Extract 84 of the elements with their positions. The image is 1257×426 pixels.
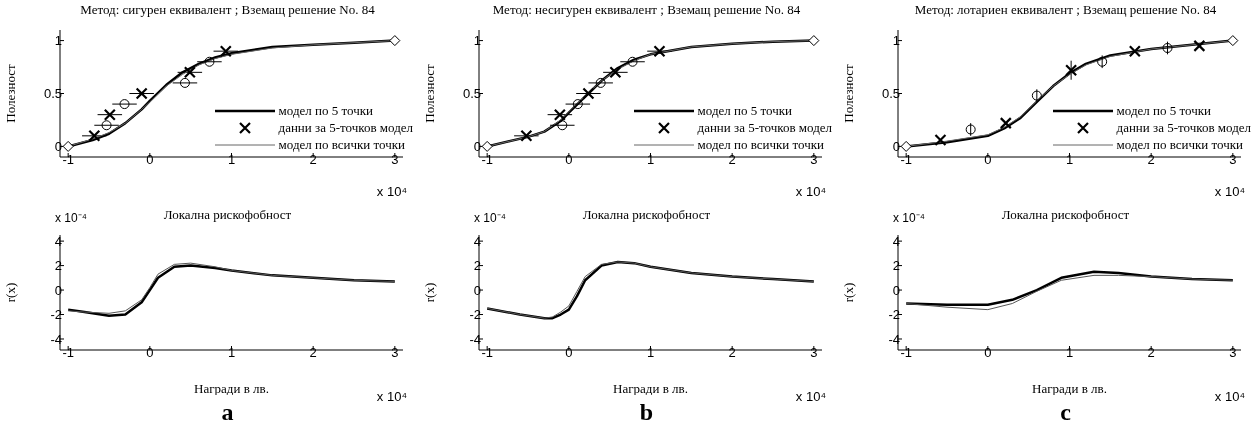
- y-tick-label: 2: [473, 258, 481, 274]
- y-tick-label: -2: [469, 307, 481, 323]
- x-tick-label: -1: [62, 152, 74, 168]
- x-tick-label: -1: [481, 345, 493, 361]
- legend-label: модел по 5 точки: [697, 102, 792, 119]
- y-tick-label: 0: [54, 139, 62, 155]
- x-tick-label: 0: [146, 345, 154, 361]
- y-tick-label: -2: [50, 307, 62, 323]
- y-axis-title: Полезност: [421, 63, 437, 123]
- y-tick-label: 2: [54, 258, 62, 274]
- x-tick-label: 3: [391, 152, 399, 168]
- legend-label: модел по всички точки: [697, 136, 825, 153]
- chart-title: Локална рискофобност: [1001, 207, 1130, 222]
- text: x 10⁴: [1214, 184, 1245, 199]
- chart-title: Метод: несигурен еквивалент ; Вземащ решение No. 84: [491, 2, 802, 18]
- y-tick-label: -4: [50, 331, 62, 347]
- y-tick-label: 0: [473, 282, 481, 298]
- x-tick-label: 3: [810, 152, 818, 168]
- y-tick-label: 1: [892, 33, 900, 49]
- x-tick-label: 0: [565, 345, 573, 361]
- text: x 10⁴: [795, 184, 826, 199]
- text: x 10⁴: [795, 389, 826, 404]
- y-tick-label: 4: [473, 233, 481, 249]
- legend-label: данни за 5-точков модел: [1116, 119, 1251, 136]
- text: a: [221, 399, 234, 425]
- y-tick-label: 0: [473, 139, 481, 155]
- legend-label: данни за 5-точков модел: [278, 119, 413, 136]
- text: x 10⁴: [376, 389, 407, 404]
- text: x 10⁻⁴: [893, 210, 925, 226]
- y-axis-title: r(x): [421, 282, 437, 303]
- x-axis-title: Награди в лв.: [1032, 381, 1107, 396]
- text: x 10⁴: [1214, 389, 1245, 404]
- legend-label: модел по всички точки: [278, 136, 406, 153]
- text: x 10⁻⁴: [474, 210, 506, 226]
- y-tick-label: 0.5: [462, 86, 481, 102]
- y-tick-label: 4: [54, 233, 62, 249]
- chart-title: Локална рискофобност: [582, 207, 711, 222]
- x-tick-label: 0: [984, 345, 992, 361]
- y-tick-label: 1: [473, 33, 481, 49]
- x-tick-label: 2: [1147, 152, 1155, 168]
- chart-title: Метод: сигурен еквивалент ; Вземащ решение No. 84: [79, 2, 376, 18]
- y-tick-label: 0: [54, 282, 62, 298]
- x-tick-label: -1: [900, 152, 912, 168]
- y-tick-label: -4: [888, 331, 900, 347]
- x-tick-label: 0: [565, 152, 573, 168]
- legend-label: данни за 5-точков модел: [697, 119, 832, 136]
- text: b: [639, 399, 654, 425]
- x-tick-label: 0: [146, 152, 154, 168]
- y-axis-title: r(x): [2, 282, 18, 303]
- y-tick-label: -4: [469, 331, 481, 347]
- y-tick-label: 4: [892, 233, 900, 249]
- x-tick-label: 3: [1229, 345, 1237, 361]
- legend-label: модел по 5 точки: [1116, 102, 1211, 119]
- x-tick-label: 2: [728, 152, 736, 168]
- x-tick-label: 3: [1229, 152, 1237, 168]
- x-tick-label: 2: [309, 345, 317, 361]
- legend-label: модел по 5 точки: [278, 102, 373, 119]
- x-tick-label: 2: [1147, 345, 1155, 361]
- y-tick-label: 0.5: [881, 86, 900, 102]
- x-tick-label: 3: [391, 345, 399, 361]
- x-axis-title: Награди в лв.: [194, 381, 269, 396]
- x-tick-label: -1: [481, 152, 493, 168]
- legend-label: модел по всички точки: [1116, 136, 1244, 153]
- y-tick-label: 0: [892, 282, 900, 298]
- text: c: [1060, 399, 1071, 425]
- x-tick-label: -1: [62, 345, 74, 361]
- y-tick-label: 0.5: [43, 86, 62, 102]
- x-tick-label: 0: [984, 152, 992, 168]
- text: x 10⁻⁴: [55, 210, 87, 226]
- x-tick-label: 3: [810, 345, 818, 361]
- text: x 10⁴: [376, 184, 407, 199]
- x-tick-label: -1: [900, 345, 912, 361]
- y-tick-label: -2: [888, 307, 900, 323]
- y-axis-title: Полезност: [2, 63, 18, 123]
- chart-title: Локална рискофобност: [163, 207, 292, 222]
- chart-title: Метод: лотариен еквивалент ; Вземащ решение No. 84: [913, 2, 1218, 18]
- x-axis-title: Награди в лв.: [613, 381, 688, 396]
- y-tick-label: 0: [892, 139, 900, 155]
- y-axis-title: r(x): [840, 282, 856, 303]
- x-tick-label: 2: [728, 345, 736, 361]
- x-tick-label: 2: [309, 152, 317, 168]
- y-tick-label: 2: [892, 258, 900, 274]
- y-tick-label: 1: [54, 33, 62, 49]
- y-axis-title: Полезност: [840, 63, 856, 123]
